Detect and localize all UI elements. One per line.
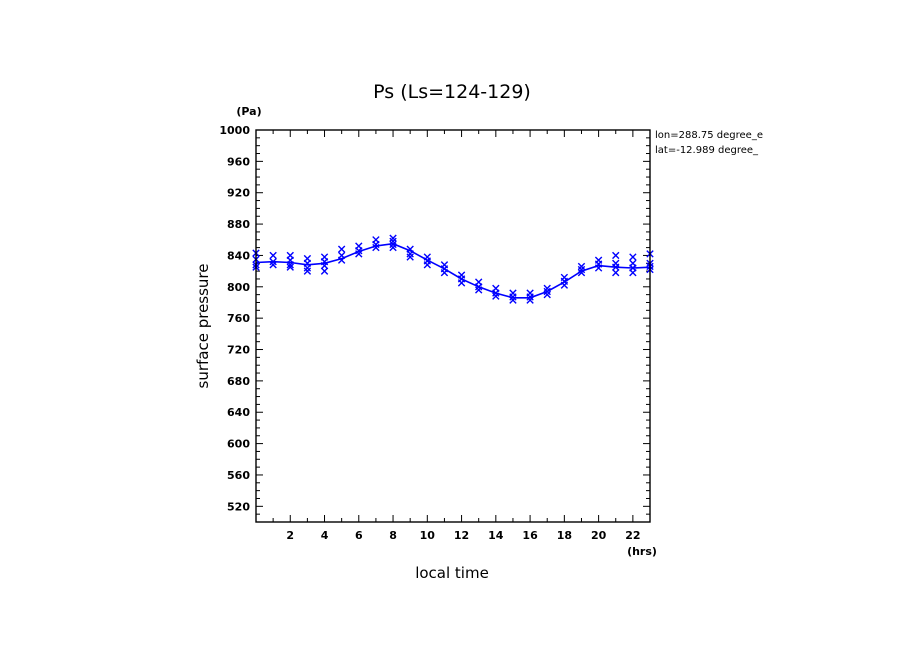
- pressure-sample-marker: [320, 267, 329, 275]
- x-tick-label: 20: [591, 529, 607, 542]
- pressure-sample-marker: [543, 287, 551, 296]
- y-tick-label: 880: [227, 218, 250, 231]
- y-tick-label: 920: [227, 187, 250, 200]
- pressure-sample-marker: [389, 243, 397, 252]
- pressure-sample-marker: [492, 292, 500, 300]
- pressure-sample-marker: [543, 284, 551, 293]
- pressure-sample-marker: [423, 261, 431, 269]
- x-axis-label: local time: [415, 564, 489, 582]
- y-tick-label: 840: [227, 249, 250, 262]
- pressure-sample-marker: [594, 264, 603, 272]
- pressure-sample-marker: [492, 289, 500, 297]
- x-tick-label: 2: [286, 529, 294, 542]
- pressure-sample-marker: [612, 251, 620, 260]
- x-tick-label: 8: [389, 529, 397, 542]
- x-tick-label: 16: [522, 529, 538, 542]
- pressure-sample-marker: [269, 251, 277, 260]
- pressure-sample-marker: [286, 261, 294, 269]
- x-tick-label: 6: [355, 529, 363, 542]
- y-tick-label: 600: [227, 438, 250, 451]
- pressure-sample-marker: [509, 296, 517, 304]
- pressure-sample-marker: [577, 262, 586, 271]
- pressure-sample-marker: [629, 268, 637, 277]
- pressure-sample-marker: [406, 250, 414, 258]
- y-tick-label: 640: [227, 406, 250, 419]
- pressure-sample-marker: [389, 234, 397, 242]
- pressure-sample-marker: [629, 253, 637, 261]
- pressure-sample-marker: [303, 267, 312, 275]
- y-tick-label: 1000: [219, 124, 250, 137]
- pressure-sample-marker: [526, 296, 534, 304]
- x-tick-label: 14: [488, 529, 504, 542]
- pressure-sample-marker: [406, 253, 414, 261]
- y-tick-label: 520: [227, 500, 250, 513]
- pressure-sample-marker: [337, 245, 346, 253]
- y-tick-label: 560: [227, 469, 250, 482]
- y-tick-label: 960: [227, 155, 250, 168]
- plot-area: [252, 234, 654, 304]
- mean-pressure-line: [255, 242, 651, 299]
- pressure-sample-marker: [612, 263, 620, 271]
- pressure-sample-marker: [577, 265, 586, 274]
- y-tick-label: 680: [227, 375, 250, 388]
- pressure-sample-marker: [389, 240, 397, 249]
- pressure-sample-marker: [372, 243, 380, 252]
- pressure-sample-marker: [320, 261, 329, 270]
- pressure-sample-marker: [286, 263, 294, 271]
- y-axis-label: surface pressure: [194, 264, 212, 389]
- x-tick-label: 4: [321, 529, 329, 542]
- pressure-sample-marker: [337, 256, 346, 264]
- pressure-sample-marker: [355, 250, 363, 258]
- pressure-sample-marker: [389, 237, 397, 246]
- x-tick-label: 12: [454, 529, 469, 542]
- pressure-sample-marker: [560, 281, 569, 289]
- pressure-sample-marker: [543, 290, 551, 299]
- pressure-sample-marker: [355, 247, 363, 255]
- pressure-sample-marker: [612, 268, 620, 277]
- x-tick-label: 22: [625, 529, 640, 542]
- x-tick-label: 18: [557, 529, 572, 542]
- chart-title: Ps (Ls=124-129): [373, 81, 531, 103]
- axis-ticks: 2 4 6 8 10 12 14 16 18 20 22 520 560 600 640 680 720 760 8…: [219, 124, 650, 542]
- plot-frame: [255, 129, 651, 523]
- pressure-sample-marker: [475, 286, 483, 294]
- pressure-sample-marker: [457, 279, 466, 287]
- y-tick-label: 760: [227, 312, 250, 325]
- pressure-sample-marker: [577, 268, 586, 277]
- x-tick-label: 10: [420, 529, 436, 542]
- pressure-sample-marker: [475, 283, 483, 291]
- pressure-sample-marker: [526, 293, 534, 301]
- y-tick-label: 800: [227, 281, 250, 294]
- pressure-sample-marker: [372, 240, 380, 249]
- x-axis-unit: (hrs): [627, 545, 657, 558]
- pressure-sample-marker: [509, 293, 517, 301]
- pressure-sample-marker: [269, 258, 277, 266]
- pressure-sample-marker: [440, 268, 449, 277]
- y-axis-unit: (Pa): [236, 105, 261, 118]
- annotation-lon: lon=288.75 degree_e: [655, 130, 763, 141]
- pressure-sample-marker: [303, 264, 312, 272]
- pressure-sample-marker: [269, 261, 277, 269]
- y-tick-label: 720: [227, 344, 250, 357]
- annotation-lat: lat=-12.989 degree_: [655, 145, 759, 156]
